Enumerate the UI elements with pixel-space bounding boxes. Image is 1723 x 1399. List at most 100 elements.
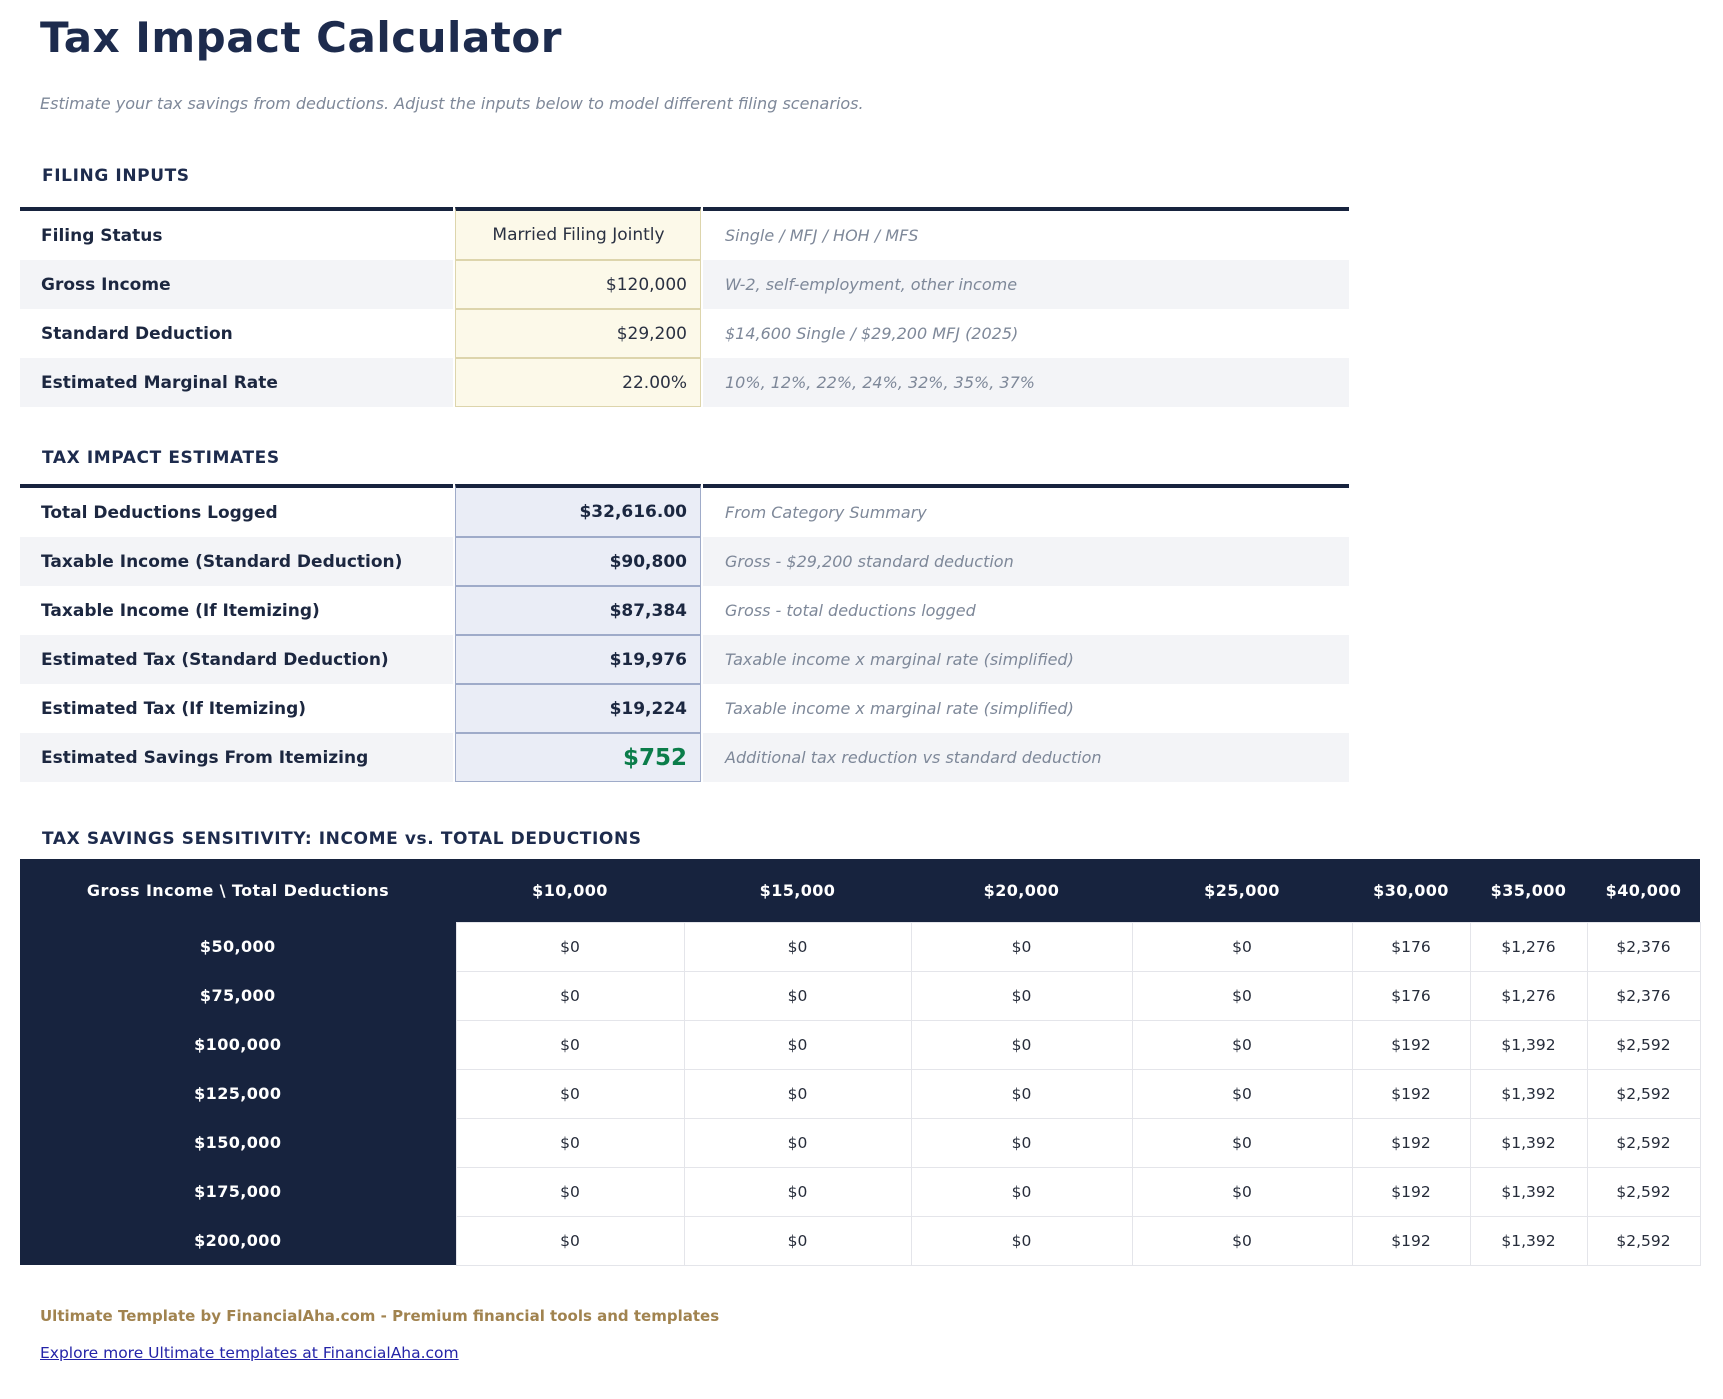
table-row: Standard Deduction $29,200 $14,600 Singl… [20,309,1349,359]
row-header: $200,000 [20,1216,456,1266]
row-header: $50,000 [20,922,456,972]
gross-income-input[interactable]: $120,000 [455,260,701,310]
filing-inputs-heading: FILING INPUTS [42,166,190,187]
matrix-cell: $0 [1131,1215,1353,1266]
table-row: $100,000 $0 $0 $0 $0 $192 $1,392 $2,592 [20,1019,1701,1070]
matrix-cell: $0 [455,1215,685,1266]
estimated-tax-standard-hint: Taxable income x marginal rate (simplifi… [703,635,1349,685]
total-deductions-hint: From Category Summary [703,484,1349,537]
matrix-cell: $2,592 [1586,1166,1701,1217]
explore-templates-link[interactable]: Explore more Ultimate templates at Finan… [40,1343,459,1362]
row-header: $125,000 [20,1069,456,1119]
table-row: Estimated Marginal Rate 22.00% 10%, 12%,… [20,358,1349,408]
row-header: $75,000 [20,971,456,1021]
matrix-cell: $0 [683,970,912,1021]
matrix-cell: $0 [683,1117,912,1168]
matrix-cell: $0 [910,1019,1133,1070]
taxable-income-standard-label: Taxable Income (Standard Deduction) [20,537,453,587]
estimated-tax-itemizing-label: Estimated Tax (If Itemizing) [41,698,307,719]
table-row: $150,000 $0 $0 $0 $0 $192 $1,392 $2,592 [20,1117,1701,1168]
marginal-rate-hint: 10%, 12%, 22%, 24%, 32%, 35%, 37% [703,358,1349,408]
template-credit: Ultimate Template by FinancialAha.com - … [40,1306,720,1325]
estimated-savings-label: Estimated Savings From Itemizing [20,733,453,783]
matrix-cell: $1,392 [1469,1117,1588,1168]
matrix-cell: $0 [1131,1019,1353,1070]
matrix-cell: $0 [1131,921,1353,972]
marginal-rate-input[interactable]: 22.00% [455,358,701,408]
column-header: $30,000 [1352,859,1470,923]
row-header: $150,000 [20,1118,456,1168]
matrix-cell: $1,276 [1469,921,1588,972]
matrix-cell: $0 [455,921,685,972]
matrix-cell: $0 [455,970,685,1021]
table-row: Total Deductions Logged $32,616.00 From … [20,484,1349,538]
matrix-cell: $0 [683,1215,912,1266]
matrix-cell: $0 [683,1068,912,1119]
total-deductions-label: Total Deductions Logged [20,484,453,537]
table-row: Estimated Tax (Standard Deduction) $19,9… [20,635,1349,685]
matrix-cell: $0 [1131,1166,1353,1217]
column-header: $10,000 [456,859,684,923]
matrix-cell: $0 [910,1068,1133,1119]
matrix-cell: $0 [455,1068,685,1119]
matrix-cell: $0 [1131,970,1353,1021]
marginal-rate-label: Estimated Marginal Rate [20,358,453,408]
column-header: $20,000 [911,859,1132,923]
filing-inputs-table: Filing Status Married Filing Jointly Sin… [18,207,1351,408]
matrix-cell: $0 [1131,1117,1353,1168]
matrix-cell: $1,392 [1469,1215,1588,1266]
matrix-cell: $0 [455,1019,685,1070]
taxable-income-standard-value: $90,800 [455,537,701,587]
column-header: $40,000 [1587,859,1700,923]
table-row: $75,000 $0 $0 $0 $0 $176 $1,276 $2,376 [20,970,1701,1021]
matrix-cell: $2,376 [1586,970,1701,1021]
table-row: Estimated Tax (If Itemizing) $19,224 Tax… [20,684,1349,734]
taxable-income-standard-hint: Gross - $29,200 standard deduction [703,537,1349,587]
matrix-cell: $0 [910,1117,1133,1168]
matrix-cell: $0 [910,1166,1133,1217]
matrix-cell: $2,592 [1586,1019,1701,1070]
estimated-savings-hint: Additional tax reduction vs standard ded… [703,733,1349,783]
filing-status-input[interactable]: Married Filing Jointly [455,207,701,261]
row-header: $100,000 [20,1020,456,1070]
table-row: $50,000 $0 $0 $0 $0 $176 $1,276 $2,376 [20,921,1701,972]
table-row: $200,000 $0 $0 $0 $0 $192 $1,392 $2,592 [20,1215,1701,1266]
column-header: $35,000 [1470,859,1587,923]
matrix-cell: $192 [1351,1166,1471,1217]
matrix-cell: $1,392 [1469,1166,1588,1217]
total-deductions-value: $32,616.00 [455,484,701,538]
matrix-cell: $0 [455,1117,685,1168]
sensitivity-heading: TAX SAVINGS SENSITIVITY: INCOME vs. TOTA… [42,829,642,850]
matrix-cell: $0 [910,921,1133,972]
matrix-cell: $0 [683,921,912,972]
matrix-cell: $0 [683,1166,912,1217]
column-header: $25,000 [1132,859,1352,923]
standard-deduction-label: Standard Deduction [41,323,233,344]
matrix-cell: $0 [683,1019,912,1070]
matrix-cell: $192 [1351,1117,1471,1168]
matrix-cell: $176 [1351,970,1471,1021]
table-row: Gross Income $120,000 W-2, self-employme… [20,260,1349,310]
standard-deduction-input[interactable]: $29,200 [455,309,701,359]
matrix-cell: $2,592 [1586,1068,1701,1119]
filing-status-label: Filing Status [20,207,453,260]
table-row: $125,000 $0 $0 $0 $0 $192 $1,392 $2,592 [20,1068,1701,1119]
matrix-cell: $2,592 [1586,1117,1701,1168]
gross-income-label: Gross Income [20,260,453,310]
matrix-cell: $0 [910,970,1133,1021]
table-row: Filing Status Married Filing Jointly Sin… [20,207,1349,261]
table-row: Estimated Savings From Itemizing $752 Ad… [20,733,1349,783]
column-header: $15,000 [684,859,911,923]
matrix-cell: $192 [1351,1215,1471,1266]
taxable-income-itemizing-value: $87,384 [455,586,701,636]
taxable-income-itemizing-label: Taxable Income (If Itemizing) [41,600,320,621]
gross-income-hint: W-2, self-employment, other income [703,260,1349,310]
matrix-cell: $0 [455,1166,685,1217]
sensitivity-corner-label: Gross Income \ Total Deductions [20,859,456,923]
matrix-cell: $192 [1351,1019,1471,1070]
table-row: $175,000 $0 $0 $0 $0 $192 $1,392 $2,592 [20,1166,1701,1217]
table-row: Taxable Income (If Itemizing) $87,384 Gr… [20,586,1349,636]
estimated-tax-standard-label: Estimated Tax (Standard Deduction) [20,635,453,685]
matrix-cell: $192 [1351,1068,1471,1119]
row-header: $175,000 [20,1167,456,1217]
